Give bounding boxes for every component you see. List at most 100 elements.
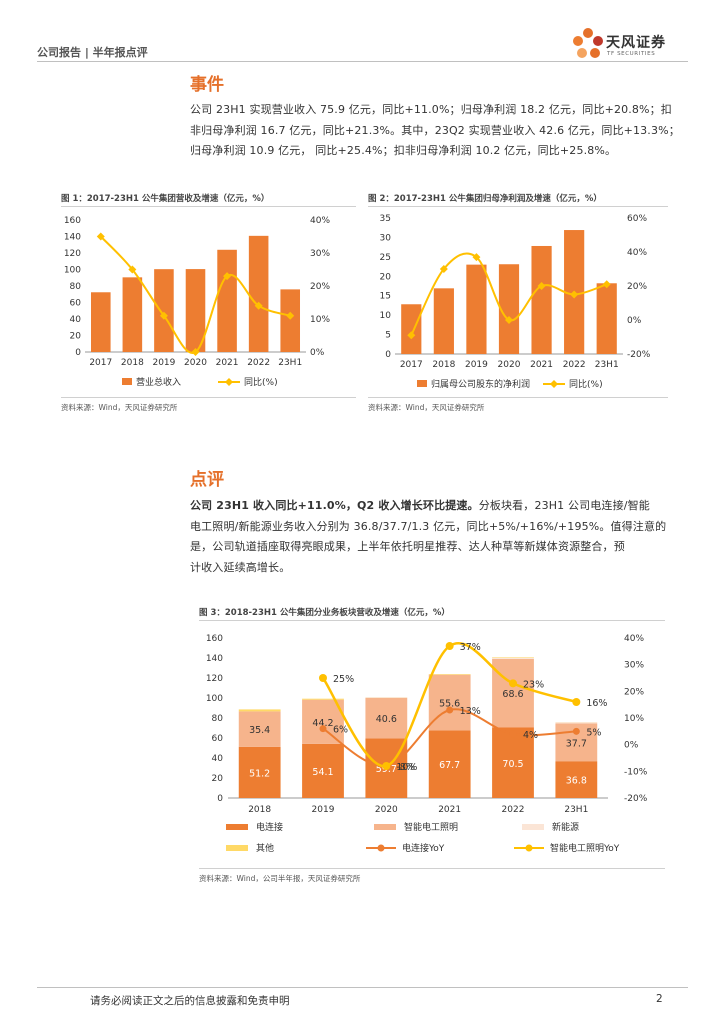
legend-line-label: 同比(%) — [569, 378, 603, 390]
y-tick-label: 120 — [64, 249, 81, 259]
line-marker — [572, 698, 581, 706]
y2-tick-label: 0% — [624, 741, 639, 751]
stack-segment — [302, 699, 344, 744]
x-tick-label: 2019 — [465, 360, 488, 370]
x-tick-label: 2019 — [152, 358, 175, 368]
y-tick-label: 0 — [75, 348, 81, 358]
legend-line-marker — [550, 380, 558, 388]
event-line: 归母净利润 10.9 亿元， 同比+25.4%；扣非归母净利润 10.2 亿元，… — [190, 144, 617, 157]
x-tick-label: 2020 — [184, 358, 207, 368]
bar — [217, 249, 237, 352]
y2-tick-label: -20% — [627, 350, 651, 360]
x-tick-label: 2022 — [502, 805, 525, 815]
data-label: 44.2 — [312, 718, 333, 729]
y2-tick-label: 30% — [624, 661, 644, 671]
y2-tick-label: 40% — [627, 248, 647, 258]
y2-tick-label: 40% — [310, 216, 330, 226]
y2-tick-label: 20% — [310, 282, 330, 292]
x-tick-label: 2020 — [498, 360, 521, 370]
stack-segment — [365, 697, 408, 739]
y-tick-label: 140 — [206, 654, 223, 664]
line-data-label: 10% — [396, 762, 417, 773]
legend-label: 其他 — [256, 842, 274, 854]
line-marker — [128, 265, 137, 274]
y2-tick-label: 20% — [624, 687, 644, 697]
fig1-title: 图 1：2017-23H1 公牛集团营收及增速（亿元，%） — [61, 194, 270, 204]
line-marker — [319, 674, 327, 682]
y-tick-label: 80 — [212, 714, 224, 724]
stack-segment — [555, 761, 598, 798]
data-label: 35.4 — [249, 725, 270, 736]
stack-segment — [238, 709, 281, 712]
line-data-label: -8% — [396, 762, 415, 773]
legend-line-marker — [377, 844, 385, 852]
line-data-label: 6% — [333, 725, 348, 736]
company-logo: 天风证券 TF SECURITIES — [570, 24, 690, 64]
review-bold-prefix: 公司 23H1 收入同比+11.0%，Q2 收入增长环比提速。 — [190, 499, 479, 512]
stack-segment — [428, 730, 471, 798]
data-label: 54.1 — [312, 767, 333, 778]
line-marker — [407, 331, 416, 340]
review-line: 是，公司轨道插座取得亮眼成果，上半年依托明星推荐、达人种草等新媒体资源整合，预 — [190, 540, 625, 553]
y-tick-label: 40 — [212, 754, 224, 764]
review-title: 点评 — [190, 470, 224, 490]
line-marker — [439, 265, 448, 273]
data-label: 70.5 — [502, 759, 523, 770]
x-tick-label: 23H1 — [595, 360, 619, 370]
y-tick-label: 0 — [217, 794, 223, 804]
x-tick-label: 2021 — [530, 360, 553, 370]
x-tick-label: 2018 — [121, 358, 144, 368]
y-tick-label: 10 — [380, 311, 392, 321]
legend-swatch — [374, 824, 396, 830]
legend-bar-swatch — [417, 380, 427, 387]
line-marker — [445, 642, 454, 650]
data-label: 51.2 — [249, 768, 270, 779]
legend-bar-label: 营业总收入 — [136, 376, 181, 388]
review-line-rest: 分板块看，23H1 公司电连接/智能 — [478, 499, 650, 512]
fig1-source: 资料来源：Wind，天风证券研究所 — [61, 403, 178, 412]
line-marker — [572, 727, 580, 735]
fig3-divider — [199, 620, 665, 621]
fig2-bottom-divider — [368, 397, 668, 398]
x-tick-label: 2017 — [400, 360, 423, 370]
y2-tick-label: 20% — [627, 282, 647, 292]
footer-divider — [37, 987, 688, 988]
stack-segment — [555, 722, 598, 724]
review-paragraph: 公司 23H1 收入同比+11.0%，Q2 收入增长环比提速。分板块看，23H1… — [190, 496, 690, 578]
x-tick-label: 23H1 — [278, 358, 302, 368]
y-tick-label: 60 — [212, 734, 224, 744]
x-tick-label: 2019 — [312, 805, 335, 815]
line-marker — [570, 290, 579, 299]
line-marker — [223, 272, 232, 281]
line-marker — [96, 232, 105, 241]
header-divider — [37, 61, 688, 62]
line-data-label: 13% — [460, 706, 481, 717]
bar — [596, 283, 617, 354]
line-data-label: 16% — [586, 698, 607, 709]
y-tick-label: 160 — [206, 634, 223, 644]
x-tick-label: 23H1 — [564, 805, 588, 815]
series-line — [321, 642, 577, 768]
line-marker — [319, 725, 327, 733]
line-marker — [472, 253, 481, 262]
bar — [280, 289, 301, 352]
y-tick-label: 140 — [64, 233, 81, 243]
y-tick-label: 120 — [206, 674, 223, 684]
logo-cn-text: 天风证券 — [606, 35, 666, 51]
fig1-divider — [61, 206, 356, 207]
x-tick-label: 2022 — [247, 358, 270, 368]
fig1-bottom-divider — [61, 397, 356, 398]
y-tick-label: 60 — [70, 299, 82, 309]
stack-segment — [492, 657, 534, 658]
fig2-divider — [368, 206, 668, 207]
x-tick-label: 2022 — [563, 360, 586, 370]
fig3-bottom-divider — [199, 868, 665, 869]
y-tick-label: 20 — [70, 332, 82, 342]
y2-tick-label: 0% — [310, 348, 325, 358]
line-data-label: 5% — [586, 727, 601, 738]
bar — [122, 277, 143, 352]
stack-segment — [492, 657, 534, 659]
line-marker — [537, 282, 546, 290]
footer-disclaimer: 请务必阅读正文之后的信息披露和免责申明 — [90, 995, 290, 1007]
line-marker — [446, 706, 454, 714]
